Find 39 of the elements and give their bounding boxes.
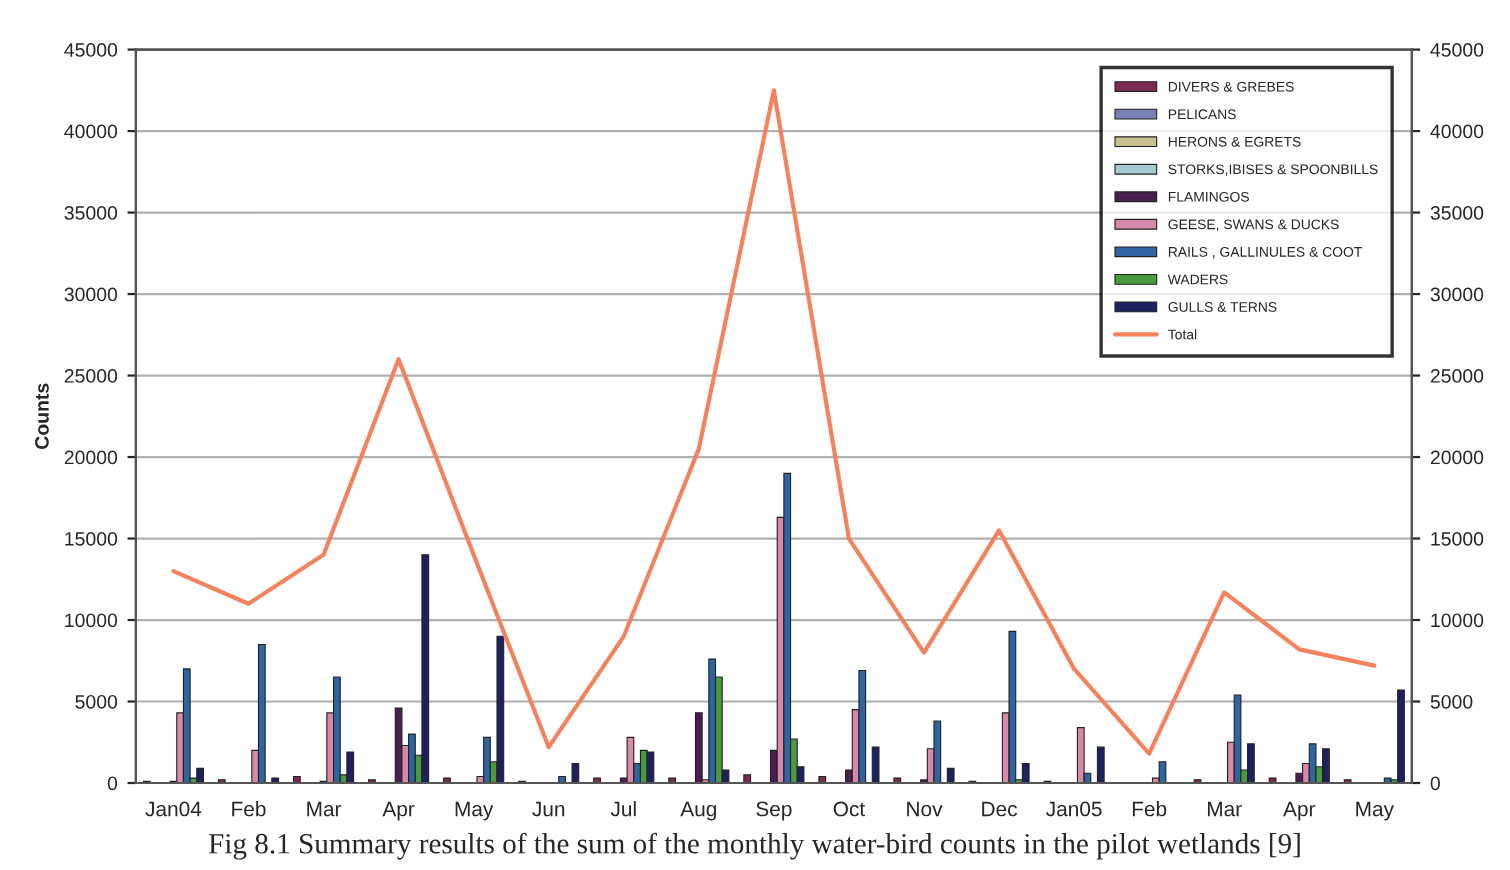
y-tick-label: 45000: [64, 43, 118, 57]
x-tick-label: Aug: [680, 801, 717, 821]
y-axis-title: Counts: [35, 383, 49, 449]
y2-tick-label: 10000: [1431, 613, 1484, 628]
x-tick-label: Feb: [1132, 801, 1167, 817]
x-tick-label: Jan05: [1046, 801, 1102, 817]
x-tick-label: Apr: [1283, 801, 1316, 821]
x-tick-label: May: [455, 801, 494, 821]
x-tick-label: Jun: [532, 801, 565, 817]
y2-tick-label: 30000: [1430, 287, 1484, 302]
x-tick-label: May: [1356, 801, 1394, 821]
y-tick-label: 30000: [64, 287, 118, 302]
x-tick-label: Dec: [982, 801, 1018, 817]
y2-tick-label: 5000: [1430, 694, 1473, 709]
y2-tick-label: 0: [1430, 776, 1440, 791]
y-tick-label: 5000: [75, 694, 118, 709]
y-tick-label: 25000: [64, 369, 118, 383]
x-tick-label: Mar: [307, 801, 342, 817]
x-tick-label: Jan04: [145, 801, 202, 817]
y-tick-label: 35000: [64, 206, 118, 220]
x-tick-label: Sep: [756, 801, 792, 821]
x-tick-label: Oct: [833, 801, 865, 817]
x-tick-label: Apr: [382, 801, 415, 821]
x-tick-label: Feb: [232, 801, 266, 817]
caption: Fig 8.1 Summary results of the sum of the monthly water-bird counts in the pilot wetlands [9]: [208, 832, 1300, 860]
y2-tick-label: 45000: [1430, 43, 1484, 57]
y2-tick-label: 20000: [1430, 450, 1484, 465]
y-tick-label: 0: [107, 776, 118, 791]
x-tick-label: Mar: [1207, 801, 1242, 817]
y2-tick-label: 35000: [1430, 206, 1484, 220]
x-tick-label: Nov: [907, 801, 943, 817]
y2-tick-label: 40000: [1430, 124, 1484, 139]
y2-tick-label: 25000: [1430, 369, 1484, 383]
y-tick-label: 20000: [64, 450, 118, 465]
y-tick-label: 10000: [65, 613, 118, 628]
y-tick-label: 40000: [64, 124, 118, 139]
y2-tick-label: 15000: [1431, 532, 1484, 546]
y-tick-label: 15000: [65, 532, 118, 546]
x-tick-label: Jul: [610, 801, 636, 817]
